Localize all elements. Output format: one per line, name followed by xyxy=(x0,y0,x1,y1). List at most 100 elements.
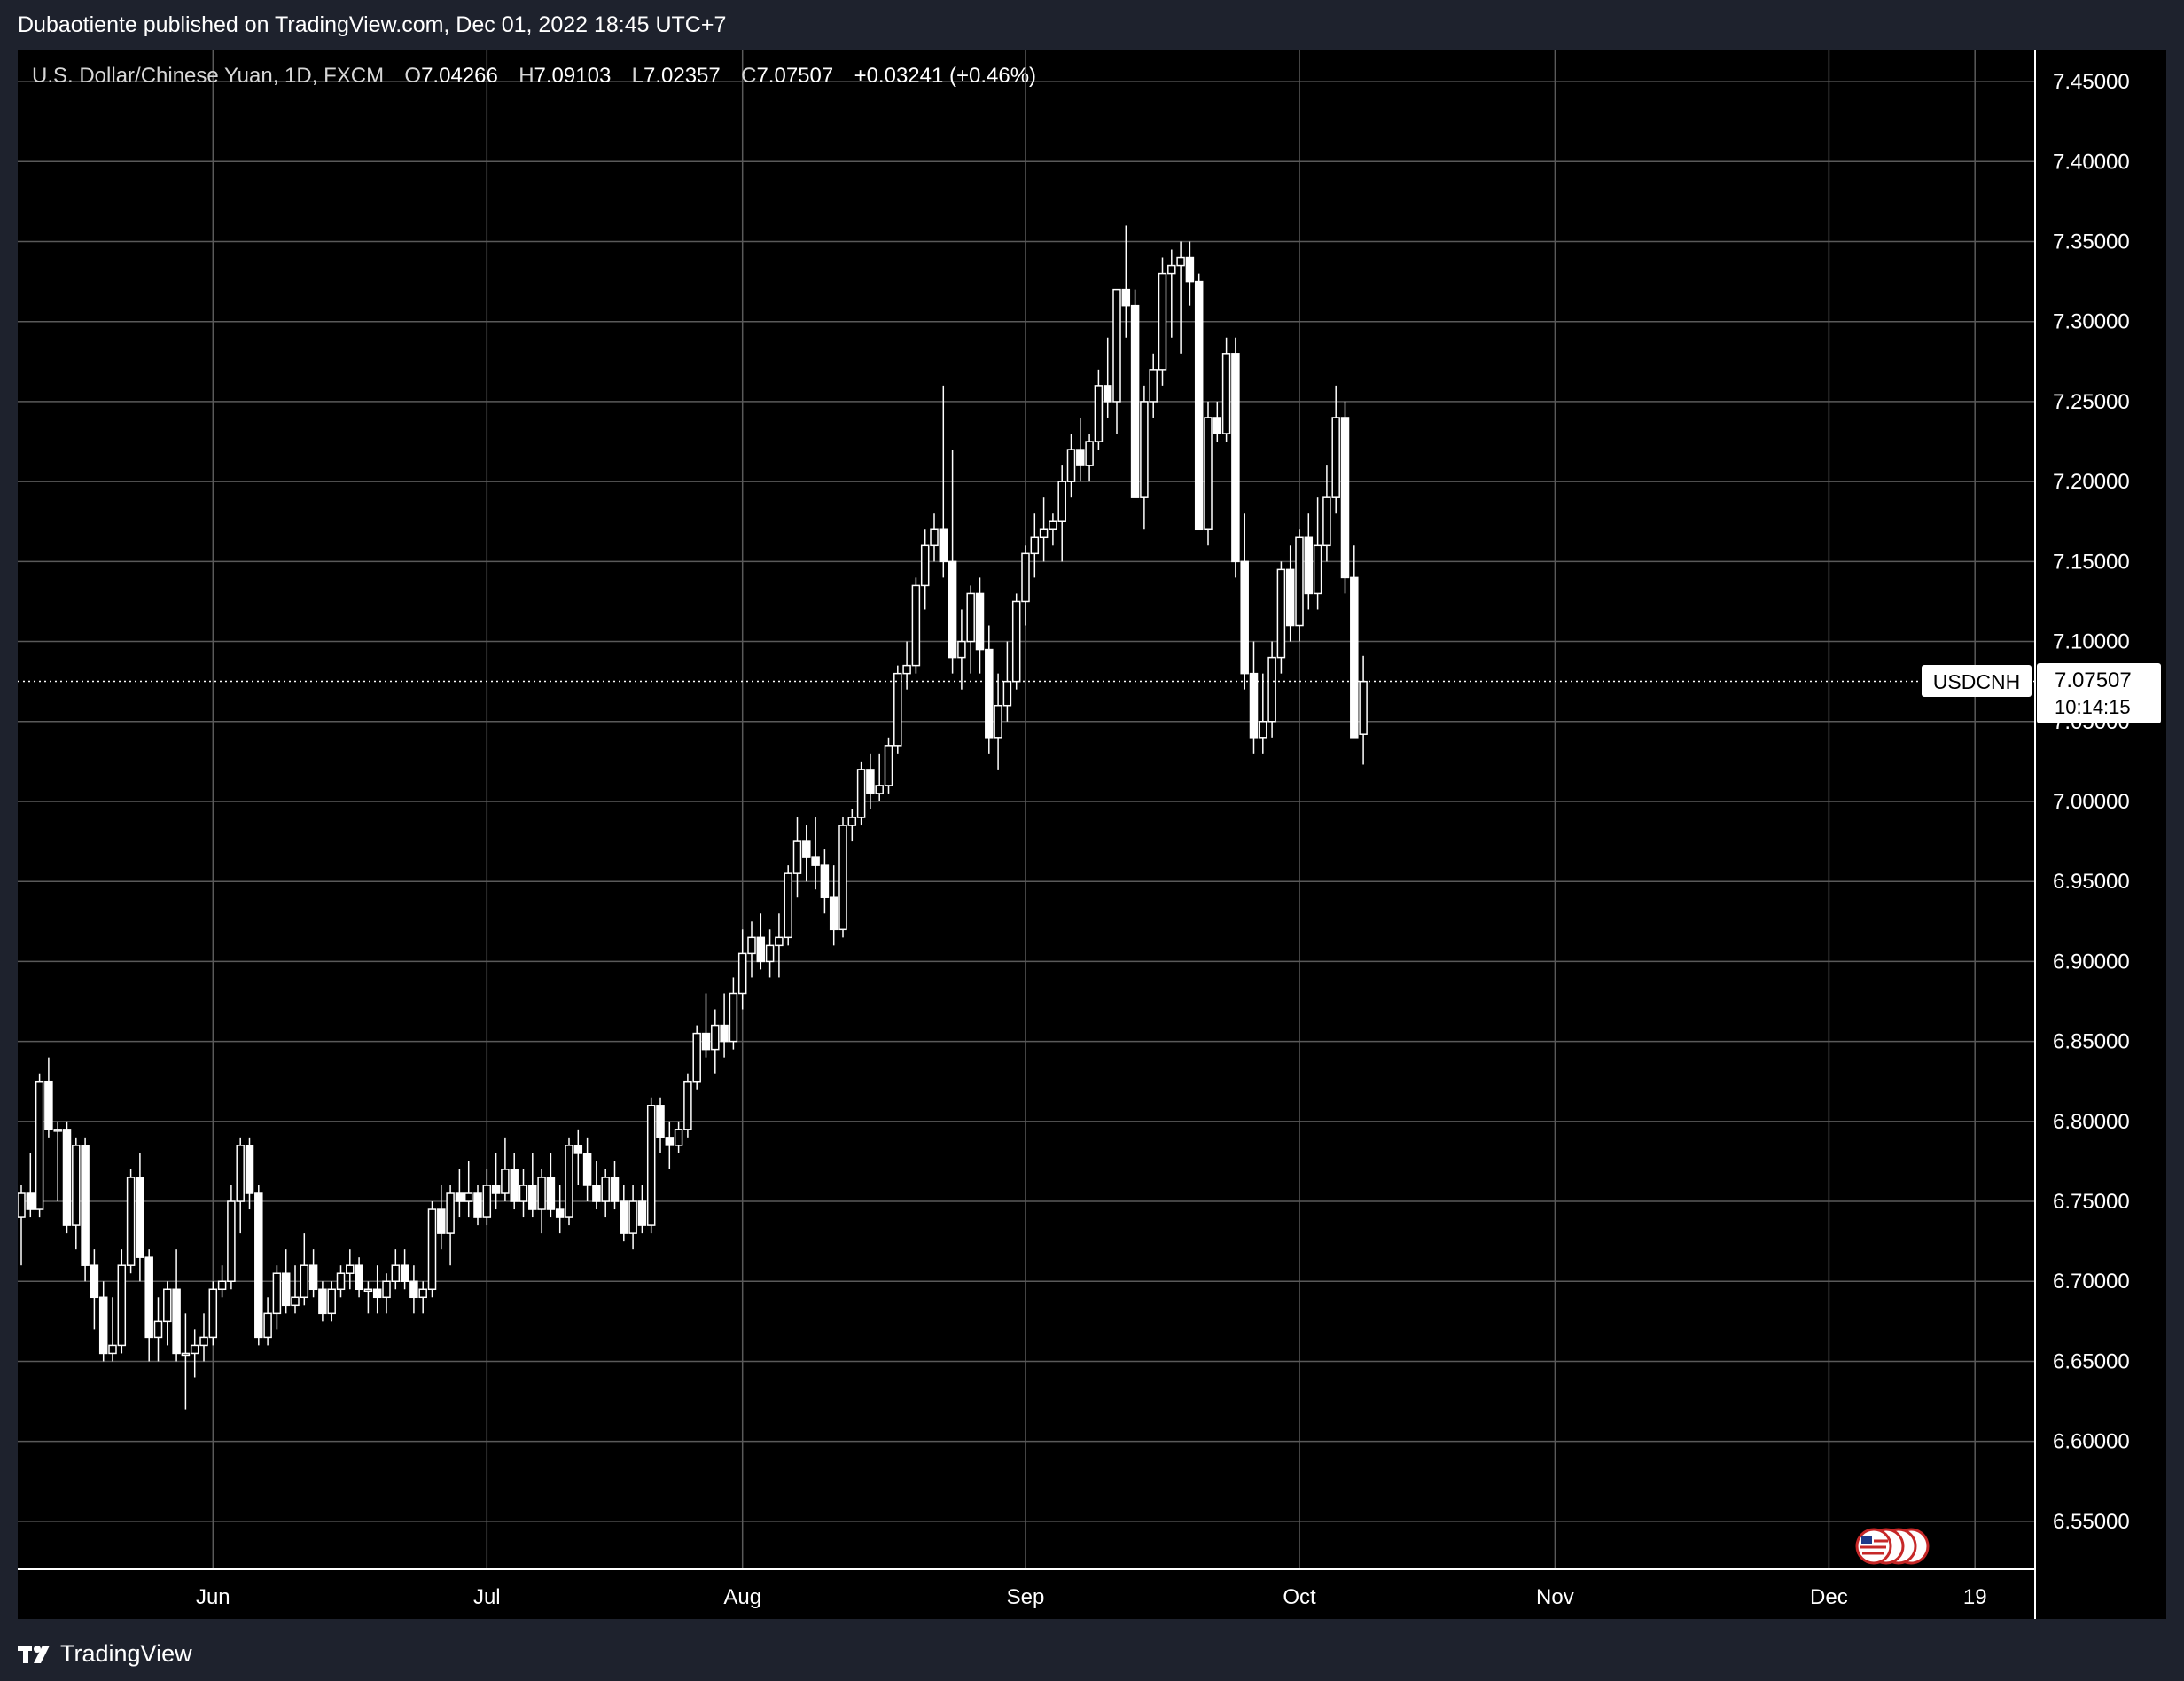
candle xyxy=(555,1185,565,1234)
candle xyxy=(528,1153,537,1218)
candle-body-up xyxy=(199,1336,208,1347)
candle-body-up xyxy=(601,1177,610,1202)
candle xyxy=(410,1265,418,1314)
candle xyxy=(701,993,711,1058)
candle-body-down xyxy=(308,1264,318,1291)
y-tick-label: 6.90000 xyxy=(2053,950,2130,973)
candle-body-down xyxy=(437,1208,446,1234)
candle-body-up xyxy=(1313,544,1322,595)
candle xyxy=(930,513,939,562)
candle xyxy=(1340,401,1350,594)
candle-body-up xyxy=(190,1344,199,1355)
candle xyxy=(1021,545,1030,626)
candle xyxy=(26,1153,35,1218)
symbol-legend[interactable]: U.S. Dollar/Chinese Yuan, 1D, FXCM O7.04… xyxy=(32,64,1036,89)
candle-body-up xyxy=(336,1272,346,1291)
price-axis[interactable]: 6.55000 6.60000 6.65000 6.70000 6.75000 6.800… xyxy=(2053,70,2130,1534)
y-tick-label: 7.25000 xyxy=(2053,390,2130,414)
candle xyxy=(866,753,875,809)
candle xyxy=(720,993,729,1058)
y-tick-label: 6.85000 xyxy=(2053,1030,2130,1054)
candle xyxy=(829,865,838,946)
candle xyxy=(920,529,930,610)
chart-panel[interactable]: 6.55000 6.60000 6.65000 6.70000 6.75000 6.800… xyxy=(18,50,2166,1619)
candle xyxy=(966,585,975,674)
candle xyxy=(1057,465,1066,562)
candle-body-down xyxy=(26,1192,35,1210)
candle-body-up xyxy=(126,1177,136,1266)
candle xyxy=(1231,337,1240,578)
symbol-name[interactable]: U.S. Dollar/Chinese Yuan, 1D, FXCM xyxy=(32,64,385,88)
candle-body-up xyxy=(519,1185,528,1202)
candle-body-up xyxy=(1221,353,1231,434)
candle-body-down xyxy=(400,1264,410,1282)
candle xyxy=(765,929,775,978)
candle xyxy=(327,1281,336,1322)
candle-body-up xyxy=(729,992,738,1043)
candle xyxy=(72,1137,81,1250)
candle xyxy=(346,1249,355,1290)
x-tick-label: Nov xyxy=(1536,1585,1574,1609)
tradingview-logo[interactable]: TradingView xyxy=(18,1640,192,1668)
candle xyxy=(1030,513,1040,578)
candle xyxy=(875,753,884,801)
candle-body-down xyxy=(90,1264,99,1299)
candle-body-up xyxy=(911,584,921,667)
candle xyxy=(136,1153,144,1282)
candle xyxy=(1213,401,1222,442)
candle-body-down xyxy=(44,1080,53,1130)
candle-body-up xyxy=(208,1288,218,1339)
candle-body-up xyxy=(263,1312,272,1339)
candle-body-up xyxy=(792,840,802,874)
candle xyxy=(537,1169,546,1234)
x-tick-label: 19 xyxy=(1963,1585,1987,1609)
us-flag-events-icon[interactable] xyxy=(1855,1528,1930,1565)
candle xyxy=(1130,289,1140,498)
low-label: L xyxy=(631,64,644,88)
chart-svg[interactable]: 6.55000 6.60000 6.65000 6.70000 6.75000 6.800… xyxy=(18,50,2166,1619)
candle-body-down xyxy=(510,1169,519,1202)
candle xyxy=(501,1137,510,1202)
candle xyxy=(1204,401,1213,546)
candle-body-up xyxy=(446,1192,455,1234)
candle xyxy=(336,1265,346,1298)
candle xyxy=(957,609,966,690)
candle xyxy=(911,577,921,674)
candle-body-up xyxy=(427,1208,437,1291)
candle-body-down xyxy=(81,1145,90,1266)
candle-body-down xyxy=(1231,353,1240,563)
candle xyxy=(117,1249,127,1354)
candle-body-up xyxy=(418,1288,427,1299)
candle xyxy=(455,1169,464,1218)
candle xyxy=(1121,225,1131,338)
candle xyxy=(519,1169,528,1218)
candle xyxy=(363,1281,373,1314)
candle xyxy=(144,1249,153,1362)
candle-body-down xyxy=(1304,536,1314,595)
candle xyxy=(400,1249,410,1290)
candle-body-down xyxy=(1249,672,1259,739)
candle xyxy=(236,1137,245,1234)
candle xyxy=(1276,561,1286,674)
candle xyxy=(1149,353,1158,418)
candle-body-down xyxy=(939,528,948,563)
candle-body-up xyxy=(1030,536,1040,555)
candle-body-up xyxy=(646,1105,656,1226)
candle xyxy=(775,913,784,978)
time-axis[interactable]: Jun Jul Aug Sep Oct Nov Dec 19 xyxy=(196,1585,1987,1609)
candle xyxy=(1285,545,1295,642)
candle xyxy=(610,1161,620,1210)
candle-body-down xyxy=(1340,417,1350,579)
candle-body-up xyxy=(994,704,1002,739)
candle xyxy=(44,1057,53,1138)
candle-body-up xyxy=(1322,496,1331,547)
candle-body-down xyxy=(528,1185,537,1210)
footer: TradingView xyxy=(0,1619,2184,1681)
x-tick-label: Jul xyxy=(473,1585,501,1609)
candle xyxy=(692,1025,701,1090)
candle-body-down xyxy=(1103,385,1112,403)
x-tick-label: Jun xyxy=(196,1585,230,1609)
candle xyxy=(592,1161,601,1210)
candle-body-down xyxy=(582,1153,592,1186)
candle xyxy=(473,1185,482,1226)
